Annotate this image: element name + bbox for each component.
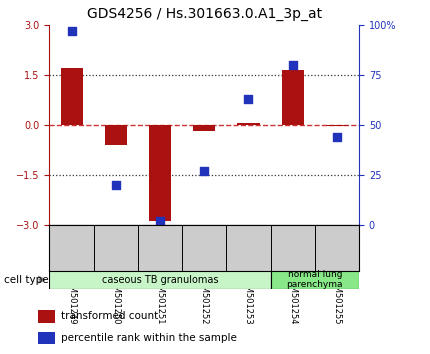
Point: [334, 134, 341, 139]
Bar: [38, 310, 55, 323]
Text: caseous TB granulomas: caseous TB granulomas: [102, 275, 218, 285]
Bar: [270, 271, 359, 289]
Bar: [193, 125, 215, 131]
Bar: [326, 125, 348, 126]
Bar: [61, 68, 83, 125]
Bar: [49, 271, 270, 289]
Point: [68, 28, 75, 34]
Bar: [237, 123, 260, 125]
Bar: [149, 125, 171, 222]
Point: [289, 62, 296, 68]
Title: GDS4256 / Hs.301663.0.A1_3p_at: GDS4256 / Hs.301663.0.A1_3p_at: [87, 7, 322, 21]
Bar: [282, 70, 304, 125]
Point: [157, 218, 163, 224]
Text: normal lung
parenchyma: normal lung parenchyma: [286, 270, 343, 289]
Text: cell type: cell type: [4, 275, 49, 285]
Bar: [105, 125, 127, 145]
Bar: [38, 332, 55, 344]
Point: [201, 168, 208, 173]
Text: percentile rank within the sample: percentile rank within the sample: [61, 333, 237, 343]
Text: transformed count: transformed count: [61, 312, 158, 321]
Point: [112, 182, 119, 188]
Point: [245, 96, 252, 102]
